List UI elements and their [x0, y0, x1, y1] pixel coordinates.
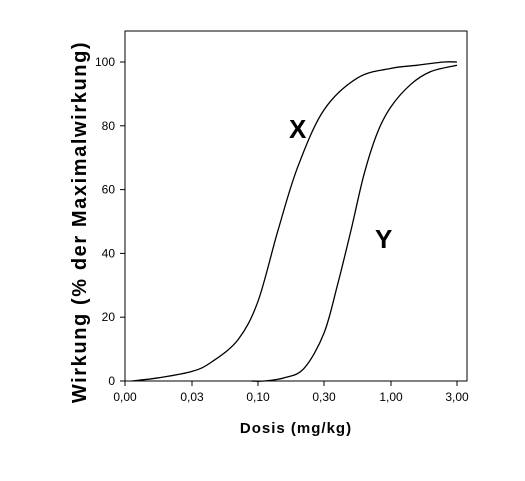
x-tick-label: 0,10 [246, 390, 270, 404]
y-tick-label: 80 [102, 119, 116, 133]
axis-ticks: 0,00 0,03 0,10 0,30 1,00 3,00 0 20 40 60 80 100 [95, 55, 469, 404]
x-tick-label: 0,00 [113, 390, 137, 404]
plot-frame [124, 30, 468, 382]
x-axis-title: Dosis (mg/kg) [240, 420, 352, 437]
y-tick-label: 0 [108, 374, 115, 388]
y-tick-label: 20 [102, 310, 116, 324]
curve-label-x: X [289, 114, 307, 144]
series-line-y [251, 64, 458, 382]
y-tick-label: 60 [102, 183, 116, 197]
series-line-x [131, 61, 458, 382]
y-axis-title: Wirkung (% der Maximalwirkung) [69, 41, 91, 403]
curve-label-y: Y [375, 224, 392, 254]
y-tick-label: 40 [102, 246, 116, 260]
curves [131, 61, 458, 382]
x-tick-label: 0,30 [312, 390, 336, 404]
x-tick-label: 1,00 [379, 390, 403, 404]
x-tick-label: 3,00 [445, 390, 469, 404]
x-tick-label: 0,03 [180, 390, 204, 404]
y-tick-label: 100 [95, 55, 115, 69]
